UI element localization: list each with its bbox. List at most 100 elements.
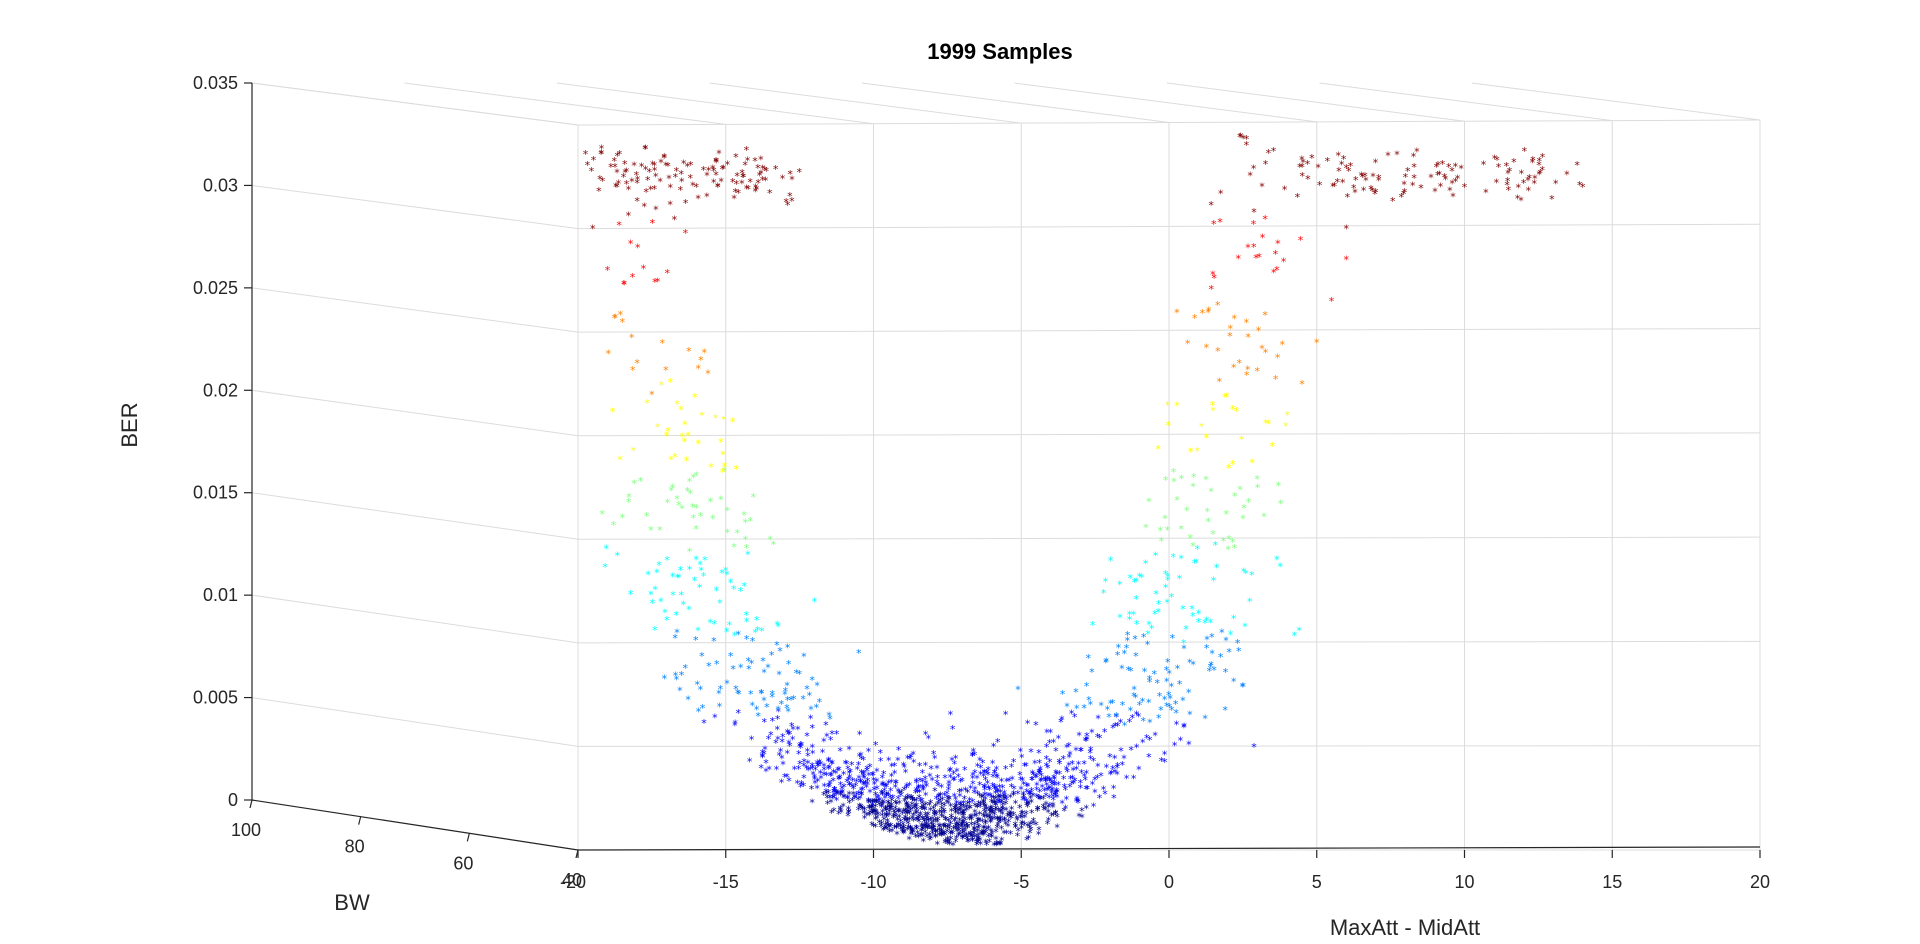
data-point: * bbox=[1122, 720, 1128, 733]
data-point: * bbox=[1266, 147, 1272, 160]
data-point: * bbox=[945, 837, 951, 850]
data-point: * bbox=[965, 798, 971, 811]
data-point: * bbox=[783, 685, 789, 698]
data-point: * bbox=[1114, 762, 1120, 775]
data-point: * bbox=[945, 822, 951, 835]
data-point: * bbox=[829, 807, 835, 820]
data-point: * bbox=[757, 170, 763, 183]
data-point: * bbox=[909, 794, 915, 807]
data-point: * bbox=[880, 824, 886, 837]
data-point: * bbox=[904, 782, 910, 795]
data-point: * bbox=[692, 391, 698, 404]
data-point: * bbox=[1000, 799, 1006, 812]
data-point: * bbox=[980, 791, 986, 804]
data-point: * bbox=[1115, 649, 1121, 662]
data-point: * bbox=[975, 815, 981, 828]
data-point: * bbox=[1011, 790, 1017, 803]
data-point: * bbox=[753, 185, 759, 198]
data-point: * bbox=[681, 435, 687, 448]
data-point: * bbox=[810, 741, 816, 754]
data-point: * bbox=[986, 822, 992, 835]
data-point: * bbox=[745, 183, 751, 196]
data-point: * bbox=[1137, 570, 1143, 583]
data-point: * bbox=[919, 821, 925, 834]
data-point: * bbox=[904, 824, 910, 837]
data-point: * bbox=[1120, 759, 1126, 772]
data-point: * bbox=[892, 781, 898, 794]
data-point: * bbox=[681, 598, 687, 611]
data-point: * bbox=[994, 840, 1000, 853]
data-point: * bbox=[939, 781, 945, 794]
data-point: * bbox=[1532, 172, 1538, 185]
data-point: * bbox=[696, 438, 702, 451]
data-point: * bbox=[692, 575, 698, 588]
data-point: * bbox=[1240, 513, 1246, 526]
data-point: * bbox=[795, 724, 801, 737]
data-point: * bbox=[860, 784, 866, 797]
data-point: * bbox=[931, 803, 937, 816]
data-point: * bbox=[784, 771, 790, 784]
data-point: * bbox=[872, 796, 878, 809]
data-point: * bbox=[917, 830, 923, 843]
data-point: * bbox=[944, 826, 950, 839]
data-point: * bbox=[924, 781, 930, 794]
data-point: * bbox=[1163, 581, 1169, 594]
data-point: * bbox=[942, 789, 948, 802]
data-point: * bbox=[954, 819, 960, 832]
data-point: * bbox=[1157, 690, 1163, 703]
data-point: * bbox=[988, 813, 994, 826]
data-point: * bbox=[775, 733, 781, 746]
data-point: * bbox=[1037, 757, 1043, 770]
data-point: * bbox=[809, 674, 815, 687]
data-point: * bbox=[983, 817, 989, 830]
data-point: * bbox=[1117, 578, 1123, 591]
data-point: * bbox=[1067, 749, 1073, 762]
data-point: * bbox=[864, 809, 870, 822]
data-point: * bbox=[1008, 809, 1014, 822]
data-point: * bbox=[644, 397, 650, 410]
data-point: * bbox=[898, 823, 904, 836]
data-point: * bbox=[936, 791, 942, 804]
data-point: * bbox=[1504, 160, 1510, 173]
data-point: * bbox=[720, 466, 726, 479]
data-point: * bbox=[758, 687, 764, 700]
data-point: * bbox=[1496, 161, 1502, 174]
data-point: * bbox=[1224, 508, 1230, 521]
data-point: * bbox=[937, 820, 943, 833]
data-point: * bbox=[1089, 727, 1095, 740]
data-point: * bbox=[991, 840, 997, 853]
data-point: * bbox=[695, 625, 701, 638]
data-point: * bbox=[1372, 188, 1378, 201]
data-point: * bbox=[948, 818, 954, 831]
data-point: * bbox=[1047, 737, 1053, 750]
data-point: * bbox=[851, 783, 857, 796]
data-point: * bbox=[903, 814, 909, 827]
data-point: * bbox=[1368, 183, 1374, 196]
data-point: * bbox=[1209, 283, 1215, 296]
data-point: * bbox=[993, 833, 999, 846]
data-point: * bbox=[982, 781, 988, 794]
data-point: * bbox=[1128, 744, 1134, 757]
data-point: * bbox=[794, 777, 800, 790]
data-point: * bbox=[931, 823, 937, 836]
data-point: * bbox=[859, 767, 865, 780]
data-point: * bbox=[987, 806, 993, 819]
data-point: * bbox=[836, 774, 842, 787]
data-point: * bbox=[902, 805, 908, 818]
data-point: * bbox=[953, 823, 959, 836]
data-point: * bbox=[738, 585, 744, 598]
data-point: * bbox=[705, 368, 711, 381]
data-point: * bbox=[896, 806, 902, 819]
data-point: * bbox=[1208, 617, 1214, 630]
data-point: * bbox=[903, 766, 909, 779]
data-point: * bbox=[873, 796, 879, 809]
data-point: * bbox=[895, 820, 901, 833]
data-point: * bbox=[1047, 775, 1053, 788]
data-point: * bbox=[975, 837, 981, 850]
data-point: * bbox=[953, 801, 959, 814]
data-point: * bbox=[961, 827, 967, 840]
data-point: * bbox=[905, 808, 911, 821]
data-point: * bbox=[980, 757, 986, 770]
data-point: * bbox=[1214, 562, 1220, 575]
data-point: * bbox=[993, 803, 999, 816]
